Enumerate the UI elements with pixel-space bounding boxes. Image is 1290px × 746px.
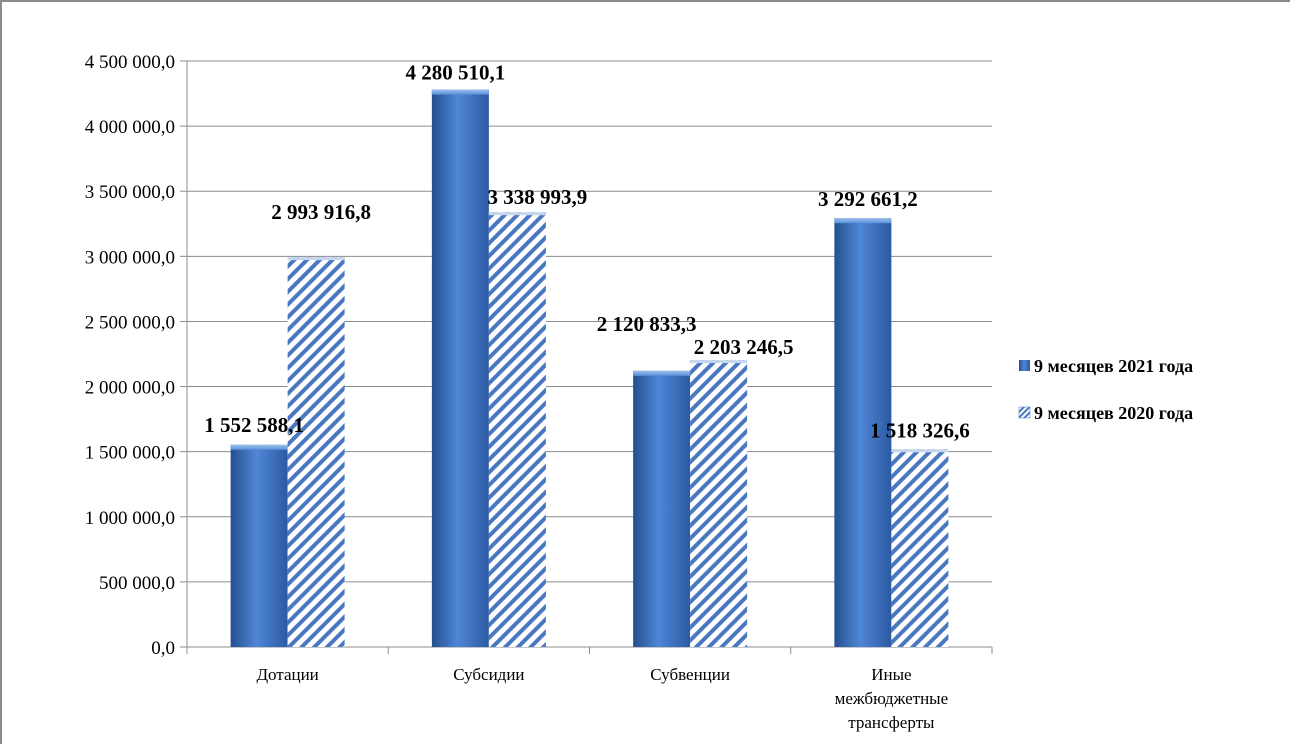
legend: 9 месяцев 2021 года 9 месяцев 2020 года <box>1018 356 1193 423</box>
bar-top-highlight <box>230 444 288 450</box>
y-axis-tick-labels: 0,0 500 000,0 1 000 000,0 1 500 000,0 2 000 … <box>85 52 175 659</box>
x-category-label: Дотации <box>256 665 318 684</box>
bar-top-highlight <box>287 257 345 261</box>
x-category-label: межбюджетные <box>835 689 949 708</box>
legend-swatch-2021 <box>1019 360 1030 371</box>
bar-2020 <box>488 212 546 648</box>
x-category-label: Иные <box>871 665 911 684</box>
x-axis-category-labels: Дотации Субсидии Субвенции Иные межбюджетные… <box>256 665 948 732</box>
x-category-label: трансферты <box>848 713 935 732</box>
bar-2020 <box>287 257 345 647</box>
bar-top-highlight <box>690 360 748 364</box>
data-label: 3 338 993,9 <box>488 185 588 209</box>
legend-label-2021: 9 месяцев 2021 года <box>1034 356 1193 376</box>
bar-2021 <box>230 444 288 647</box>
bars <box>230 89 949 648</box>
legend-label-2020: 9 месяцев 2020 года <box>1034 403 1193 423</box>
y-tick-label: 3 500 000,0 <box>85 182 175 203</box>
bar-top-highlight <box>891 449 949 453</box>
data-labels: 1 552 588,1 2 993 916,8 4 280 510,1 3 338 9… <box>204 61 970 443</box>
data-label: 4 280 510,1 <box>406 61 506 85</box>
data-label: 1 518 326,6 <box>870 418 970 442</box>
data-label: 2 120 833,3 <box>597 312 697 336</box>
bar-top-highlight <box>431 89 489 95</box>
y-tick-label: 0,0 <box>151 638 175 659</box>
x-category-label: Субвенции <box>650 665 730 684</box>
x-category-label: Субсидии <box>453 665 524 684</box>
y-tick-label: 2 000 000,0 <box>85 378 175 399</box>
y-tick-label: 1 000 000,0 <box>85 508 175 529</box>
y-tick-label: 3 000 000,0 <box>85 247 175 268</box>
y-tick-label: 4 000 000,0 <box>85 117 175 138</box>
bar-top-highlight <box>834 218 892 224</box>
data-label: 3 292 661,2 <box>818 187 918 211</box>
bar-2021 <box>633 370 691 647</box>
bar-2020 <box>891 449 949 647</box>
legend-swatch-2020 <box>1018 406 1031 419</box>
y-tick-label: 2 500 000,0 <box>85 312 175 333</box>
bar-2021 <box>834 218 892 647</box>
bar-2020 <box>690 360 748 647</box>
bar-top-highlight <box>633 370 691 376</box>
y-tick-label: 4 500 000,0 <box>85 52 175 73</box>
y-tick-label: 1 500 000,0 <box>85 443 175 464</box>
data-label: 2 993 916,8 <box>271 200 371 224</box>
y-tick-label: 500 000,0 <box>99 573 175 594</box>
bar-top-highlight <box>488 212 546 216</box>
data-label: 2 203 246,5 <box>694 335 794 359</box>
data-label: 1 552 588,1 <box>204 413 304 437</box>
bar-2021 <box>431 89 489 648</box>
